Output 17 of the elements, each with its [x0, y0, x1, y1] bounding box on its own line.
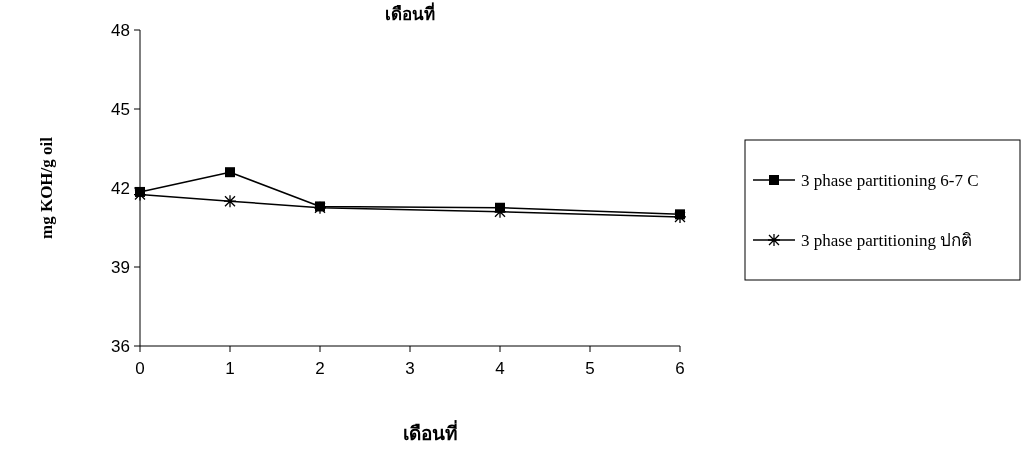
x-tick-label: 2 [315, 359, 325, 378]
y-tick-label: 39 [111, 258, 130, 277]
y-tick-label: 45 [111, 100, 130, 119]
y-axis-title: mg KOH/g oil [37, 136, 56, 239]
x-tick-label: 3 [405, 359, 415, 378]
y-tick-label: 48 [111, 21, 130, 40]
chart-title: เดือนที่ [385, 2, 435, 24]
y-tick-label: 42 [111, 179, 130, 198]
x-tick-label: 5 [585, 359, 595, 378]
x-tick-label: 1 [225, 359, 235, 378]
legend-label: 3 phase partitioning 6-7 C [801, 171, 979, 190]
legend-label: 3 phase partitioning ปกติ [801, 231, 973, 250]
x-tick-label: 6 [675, 359, 685, 378]
x-tick-label: 4 [495, 359, 505, 378]
x-axis-title: เดือนที่ [402, 420, 458, 444]
x-tick-label: 0 [135, 359, 145, 378]
y-tick-label: 36 [111, 337, 130, 356]
